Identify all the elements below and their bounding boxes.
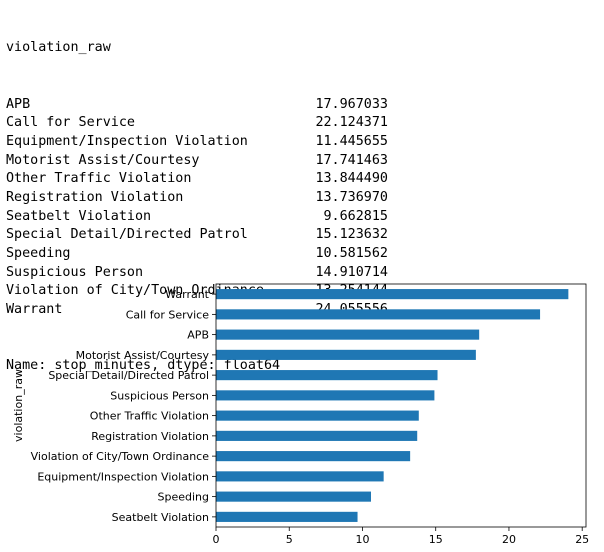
output-row: Other Traffic Violation 13.844490 xyxy=(6,170,388,189)
output-row-label: Seatbelt Violation xyxy=(6,208,152,224)
bar-chart: Seatbelt Violation Speeding Equipment/Insp… xyxy=(12,283,589,546)
x-tick-label: 25 xyxy=(575,533,589,546)
output-row: APB 17.967033 xyxy=(6,96,388,115)
y-tick-label: Seatbelt Violation xyxy=(112,511,209,524)
y-tick-label: Registration Violation xyxy=(91,430,209,443)
x-tick-label: 5 xyxy=(286,533,293,546)
bar xyxy=(216,390,435,401)
x-tick-label: 10 xyxy=(355,533,369,546)
bar xyxy=(216,410,419,421)
y-tick-label: Motorist Assist/Courtesy xyxy=(76,349,210,362)
bar xyxy=(216,309,541,320)
y-tick-label: Other Traffic Violation xyxy=(90,410,209,423)
output-row-value: 17.741463 xyxy=(315,152,388,168)
output-row-value: 10.581562 xyxy=(315,246,388,261)
output-row-label: Speeding xyxy=(6,246,71,261)
output-row-label: APB xyxy=(6,96,31,112)
bar xyxy=(216,430,418,441)
bar xyxy=(216,289,569,300)
output-row: Suspicious Person 14.910714 xyxy=(6,264,388,283)
y-tick-label: Equipment/Inspection Violation xyxy=(37,470,209,483)
y-tick-label: Warrant xyxy=(165,288,209,301)
y-tick-label: Speeding xyxy=(158,491,210,504)
output-row-label: Warrant xyxy=(6,302,63,318)
bar xyxy=(216,491,371,502)
y-tick-label: Special Detail/Directed Patrol xyxy=(48,369,209,382)
output-row: Registration Violation 13.736970 xyxy=(6,189,388,208)
output-row-label: Suspicious Person xyxy=(6,264,144,280)
output-row: Seatbelt Violation 9.662815 xyxy=(6,208,388,227)
output-row-value: 13.844490 xyxy=(315,171,388,187)
y-tick-label: Call for Service xyxy=(126,308,210,321)
bar xyxy=(216,451,411,462)
y-tick-label: Violation of City/Town Ordinance xyxy=(31,450,210,463)
output-row-value: 15.123632 xyxy=(315,227,388,243)
bar xyxy=(216,349,476,360)
bar xyxy=(216,511,358,522)
output-footer: Name: stop_minutes, dtype: float64 xyxy=(6,358,281,374)
output-row-label: Motorist Assist/Courtesy xyxy=(6,152,200,168)
output-row: Speeding 10.581562 xyxy=(6,245,388,264)
output-row-label: Call for Service xyxy=(6,115,135,131)
output-row-label: Registration Violation xyxy=(6,189,184,205)
plot-frame xyxy=(215,283,587,528)
output-row-value: 14.910714 xyxy=(315,264,388,280)
y-axis-label: violation_raw xyxy=(12,369,25,442)
output-row-label: Equipment/Inspection Violation xyxy=(6,133,248,149)
output-row-value: 22.124371 xyxy=(315,115,388,131)
x-tick-label: 15 xyxy=(429,533,443,546)
output-row-value: 9.662815 xyxy=(323,208,389,224)
bar xyxy=(216,329,480,340)
x-tick-label: 20 xyxy=(502,533,516,546)
output-row-value: 13.736970 xyxy=(315,189,388,205)
bar xyxy=(216,471,384,482)
output-header: violation_raw xyxy=(6,40,111,56)
x-tick-label: 0 xyxy=(213,533,220,546)
output-row-label: Other Traffic Violation xyxy=(6,171,192,187)
output-row-label: Special Detail/Directed Patrol xyxy=(6,227,248,243)
output-row-value: 11.445655 xyxy=(315,133,388,149)
output-row: Special Detail/Directed Patrol 15.123632 xyxy=(6,226,388,245)
output-row: Call for Service 22.124371 xyxy=(6,114,388,133)
y-tick-label: APB xyxy=(187,329,209,342)
output-row: Motorist Assist/Courtesy 17.741463 xyxy=(6,152,388,171)
output-row-value: 17.967033 xyxy=(315,96,388,112)
y-tick-label: Suspicious Person xyxy=(110,389,209,402)
bar xyxy=(216,370,438,381)
output-row: Equipment/Inspection Violation 11.445655 xyxy=(6,133,388,152)
